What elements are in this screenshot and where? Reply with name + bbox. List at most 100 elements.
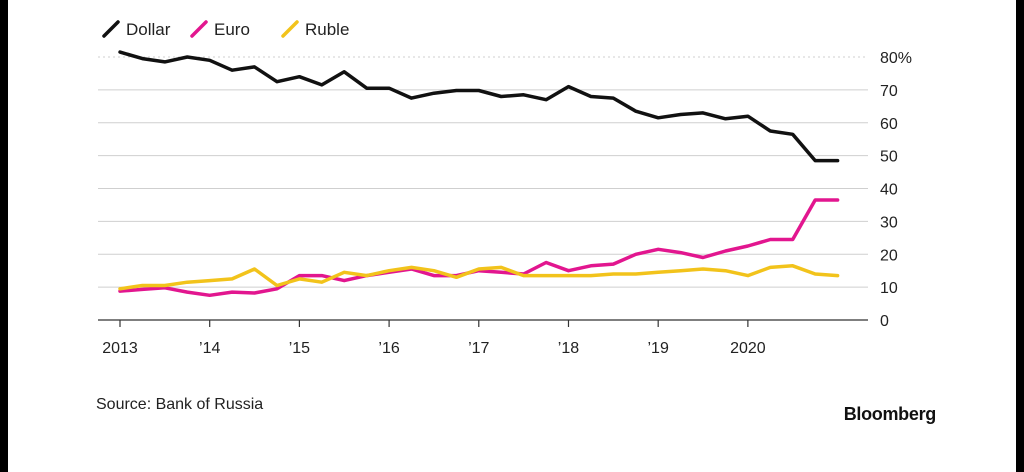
data-point-dollar <box>522 93 525 97</box>
data-point-ruble <box>118 287 122 290</box>
legend-swatch-euro <box>190 20 208 38</box>
data-point-ruble <box>477 267 480 271</box>
data-point-ruble <box>455 276 458 279</box>
data-point-euro <box>544 261 548 264</box>
data-point-ruble <box>612 272 615 276</box>
data-point-euro <box>679 251 682 254</box>
data-point-ruble <box>791 264 794 267</box>
data-point-ruble <box>432 269 436 272</box>
data-point-dollar <box>634 110 637 113</box>
data-point-dollar <box>275 80 279 83</box>
data-point-dollar <box>230 68 234 72</box>
data-point-dollar <box>724 117 727 121</box>
data-point-dollar <box>656 116 660 120</box>
data-point-dollar <box>387 87 391 90</box>
legend-label-euro: Euro <box>214 20 250 39</box>
series-line-euro <box>118 198 840 298</box>
x-tick-label: ’16 <box>378 340 399 357</box>
data-point-ruble <box>410 266 413 269</box>
legend-swatch-ruble <box>281 20 299 38</box>
data-point-ruble <box>186 280 189 284</box>
data-point-dollar <box>500 95 503 98</box>
data-point-ruble <box>813 272 817 276</box>
data-point-euro <box>275 287 279 290</box>
data-point-euro <box>612 262 615 266</box>
data-point-dollar <box>343 70 346 73</box>
data-point-euro <box>500 271 503 274</box>
data-point-euro <box>230 290 234 294</box>
y-axis: 0 10 20 30 40 50 60 70 80% <box>880 50 912 330</box>
data-point-dollar <box>746 114 750 118</box>
x-tick-label: ’19 <box>648 340 669 357</box>
data-point-euro <box>769 238 772 241</box>
data-point-ruble <box>387 269 391 272</box>
data-point-euro <box>836 198 839 202</box>
data-point-dollar <box>813 159 817 162</box>
data-point-euro <box>634 253 637 256</box>
data-point-ruble <box>208 279 211 282</box>
data-point-ruble <box>701 267 705 271</box>
data-point-dollar <box>432 91 436 95</box>
data-point-euro <box>186 290 189 294</box>
data-point-ruble <box>365 274 368 277</box>
series-lines <box>118 50 840 298</box>
data-point-dollar <box>612 96 615 100</box>
y-tick-label: 50 <box>880 149 898 166</box>
legend-swatch-dollar <box>102 20 120 38</box>
data-point-ruble <box>746 274 750 277</box>
data-point-ruble <box>230 277 234 281</box>
data-point-euro <box>791 238 794 241</box>
y-tick-label: 70 <box>880 83 898 100</box>
data-point-ruble <box>634 272 637 276</box>
data-point-euro <box>724 249 727 253</box>
data-point-dollar <box>791 133 794 136</box>
x-tick-label: ’15 <box>289 340 310 357</box>
x-tick-label: ’17 <box>468 340 489 357</box>
data-point-euro <box>813 198 817 202</box>
data-point-ruble <box>253 267 256 271</box>
legend: Dollar Euro Ruble <box>102 20 349 39</box>
legend-label-dollar: Dollar <box>126 20 171 39</box>
chart-card: Dollar Euro Ruble 2013’14’15’16’17’18’19 20… <box>8 0 1016 472</box>
data-point-euro <box>432 274 436 277</box>
data-point-dollar <box>320 83 324 87</box>
data-point-ruble <box>724 269 727 272</box>
data-point-euro <box>298 274 301 277</box>
data-point-euro <box>253 291 256 295</box>
data-point-ruble <box>163 284 167 287</box>
x-tick-label: ’18 <box>558 340 579 357</box>
y-tick-label: 20 <box>880 247 898 264</box>
data-point-ruble <box>836 274 839 277</box>
data-point-dollar <box>477 89 480 92</box>
data-point-dollar <box>567 85 570 88</box>
data-point-ruble <box>343 271 346 274</box>
x-axis: 2013 ’14 ’15 ’16 ’17 ’18 ’19 2020 <box>102 320 766 357</box>
gridlines <box>98 56 868 321</box>
data-point-euro <box>343 279 346 282</box>
data-point-euro <box>656 248 660 251</box>
data-point-euro <box>701 256 705 259</box>
data-point-dollar <box>455 89 458 92</box>
data-point-euro <box>567 269 570 272</box>
data-point-euro <box>141 288 144 291</box>
y-tick-label: 40 <box>880 182 898 199</box>
data-point-ruble <box>500 266 503 269</box>
series-line-dollar <box>118 50 840 163</box>
x-tick-label: ’14 <box>199 340 220 357</box>
data-point-dollar <box>544 98 548 101</box>
y-tick-label: 60 <box>880 116 898 133</box>
legend-label-ruble: Ruble <box>305 20 349 39</box>
source-note: Source: Bank of Russia <box>96 396 264 413</box>
data-point-dollar <box>365 87 368 90</box>
data-point-dollar <box>118 50 122 54</box>
data-point-euro <box>746 244 750 248</box>
data-point-ruble <box>522 274 525 277</box>
data-point-dollar <box>679 113 682 116</box>
y-tick-label: 30 <box>880 214 898 231</box>
data-point-dollar <box>769 129 772 133</box>
data-point-dollar <box>410 96 413 100</box>
data-point-euro <box>208 294 211 297</box>
y-tick-label: 0 <box>880 313 889 330</box>
data-point-dollar <box>701 111 705 115</box>
data-point-ruble <box>275 284 279 287</box>
